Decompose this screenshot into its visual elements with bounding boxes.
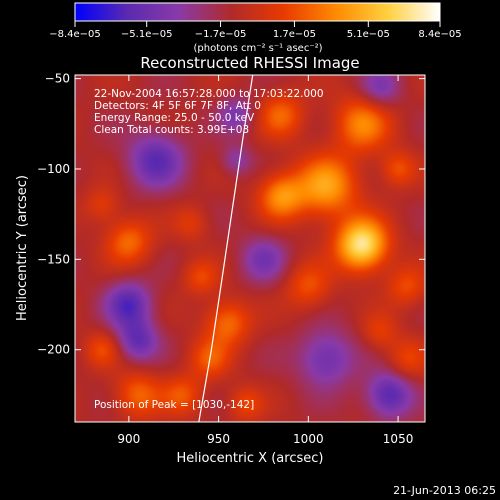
chart-title: Reconstructed RHESSI Image	[140, 54, 359, 72]
y-tick-label: −200	[37, 343, 70, 357]
annotations: 22-Nov-2004 16:57:28.000 to 17:03:22.000…	[94, 88, 324, 136]
x-tick-label: 1000	[293, 432, 324, 446]
colorbar-tick-label: −1.7e−05	[195, 29, 247, 40]
x-axis-ticks: 900 950 1000 1050	[117, 75, 413, 446]
y-tick-label: −50	[45, 72, 70, 86]
y-tick-label: −150	[37, 252, 70, 266]
colorbar-ticks: −8.4e−05 −5.1e−05 −1.7e−05 1.7e−05 5.1e−05 8.…	[49, 21, 462, 40]
colorbar-tick-label: 1.7e−05	[273, 29, 316, 40]
colorbar-tick-label: 8.4e−05	[418, 29, 461, 40]
colorbar-tick-label: −5.1e−05	[121, 29, 173, 40]
render-timestamp: 21-Jun-2013 06:25	[393, 484, 496, 497]
colorbar-unit-label: (photons cm⁻² s⁻¹ asec⁻²)	[193, 43, 322, 54]
x-tick-label: 950	[207, 432, 230, 446]
heatmap-image	[75, 75, 425, 422]
y-axis-ticks: −50 −100 −150 −200	[37, 72, 425, 357]
x-axis-title: Heliocentric X (arcsec)	[177, 451, 324, 466]
peak-position-label: Position of Peak = [1030,-142]	[94, 399, 254, 411]
x-tick-label: 900	[117, 432, 140, 446]
y-axis-title: Heliocentric Y (arcsec)	[15, 175, 30, 321]
x-tick-label: 1050	[383, 432, 414, 446]
colorbar-tick-label: −8.4e−05	[49, 29, 101, 40]
y-tick-label: −100	[37, 162, 70, 176]
annotation-line: Energy Range: 25.0 - 50.0 keV	[94, 112, 255, 124]
plot-frame	[74, 74, 426, 423]
colorbar-tick-label: 5.1e−05	[347, 29, 390, 40]
annotation-line: 22-Nov-2004 16:57:28.000 to 17:03:22.000	[94, 88, 324, 100]
annotation-line: Clean Total counts: 3.99E+03	[94, 124, 249, 136]
colorbar	[74, 2, 441, 22]
solar-limb-line	[198, 75, 254, 422]
annotation-line: Detectors: 4F 5F 6F 7F 8F, Att 0	[94, 100, 261, 112]
